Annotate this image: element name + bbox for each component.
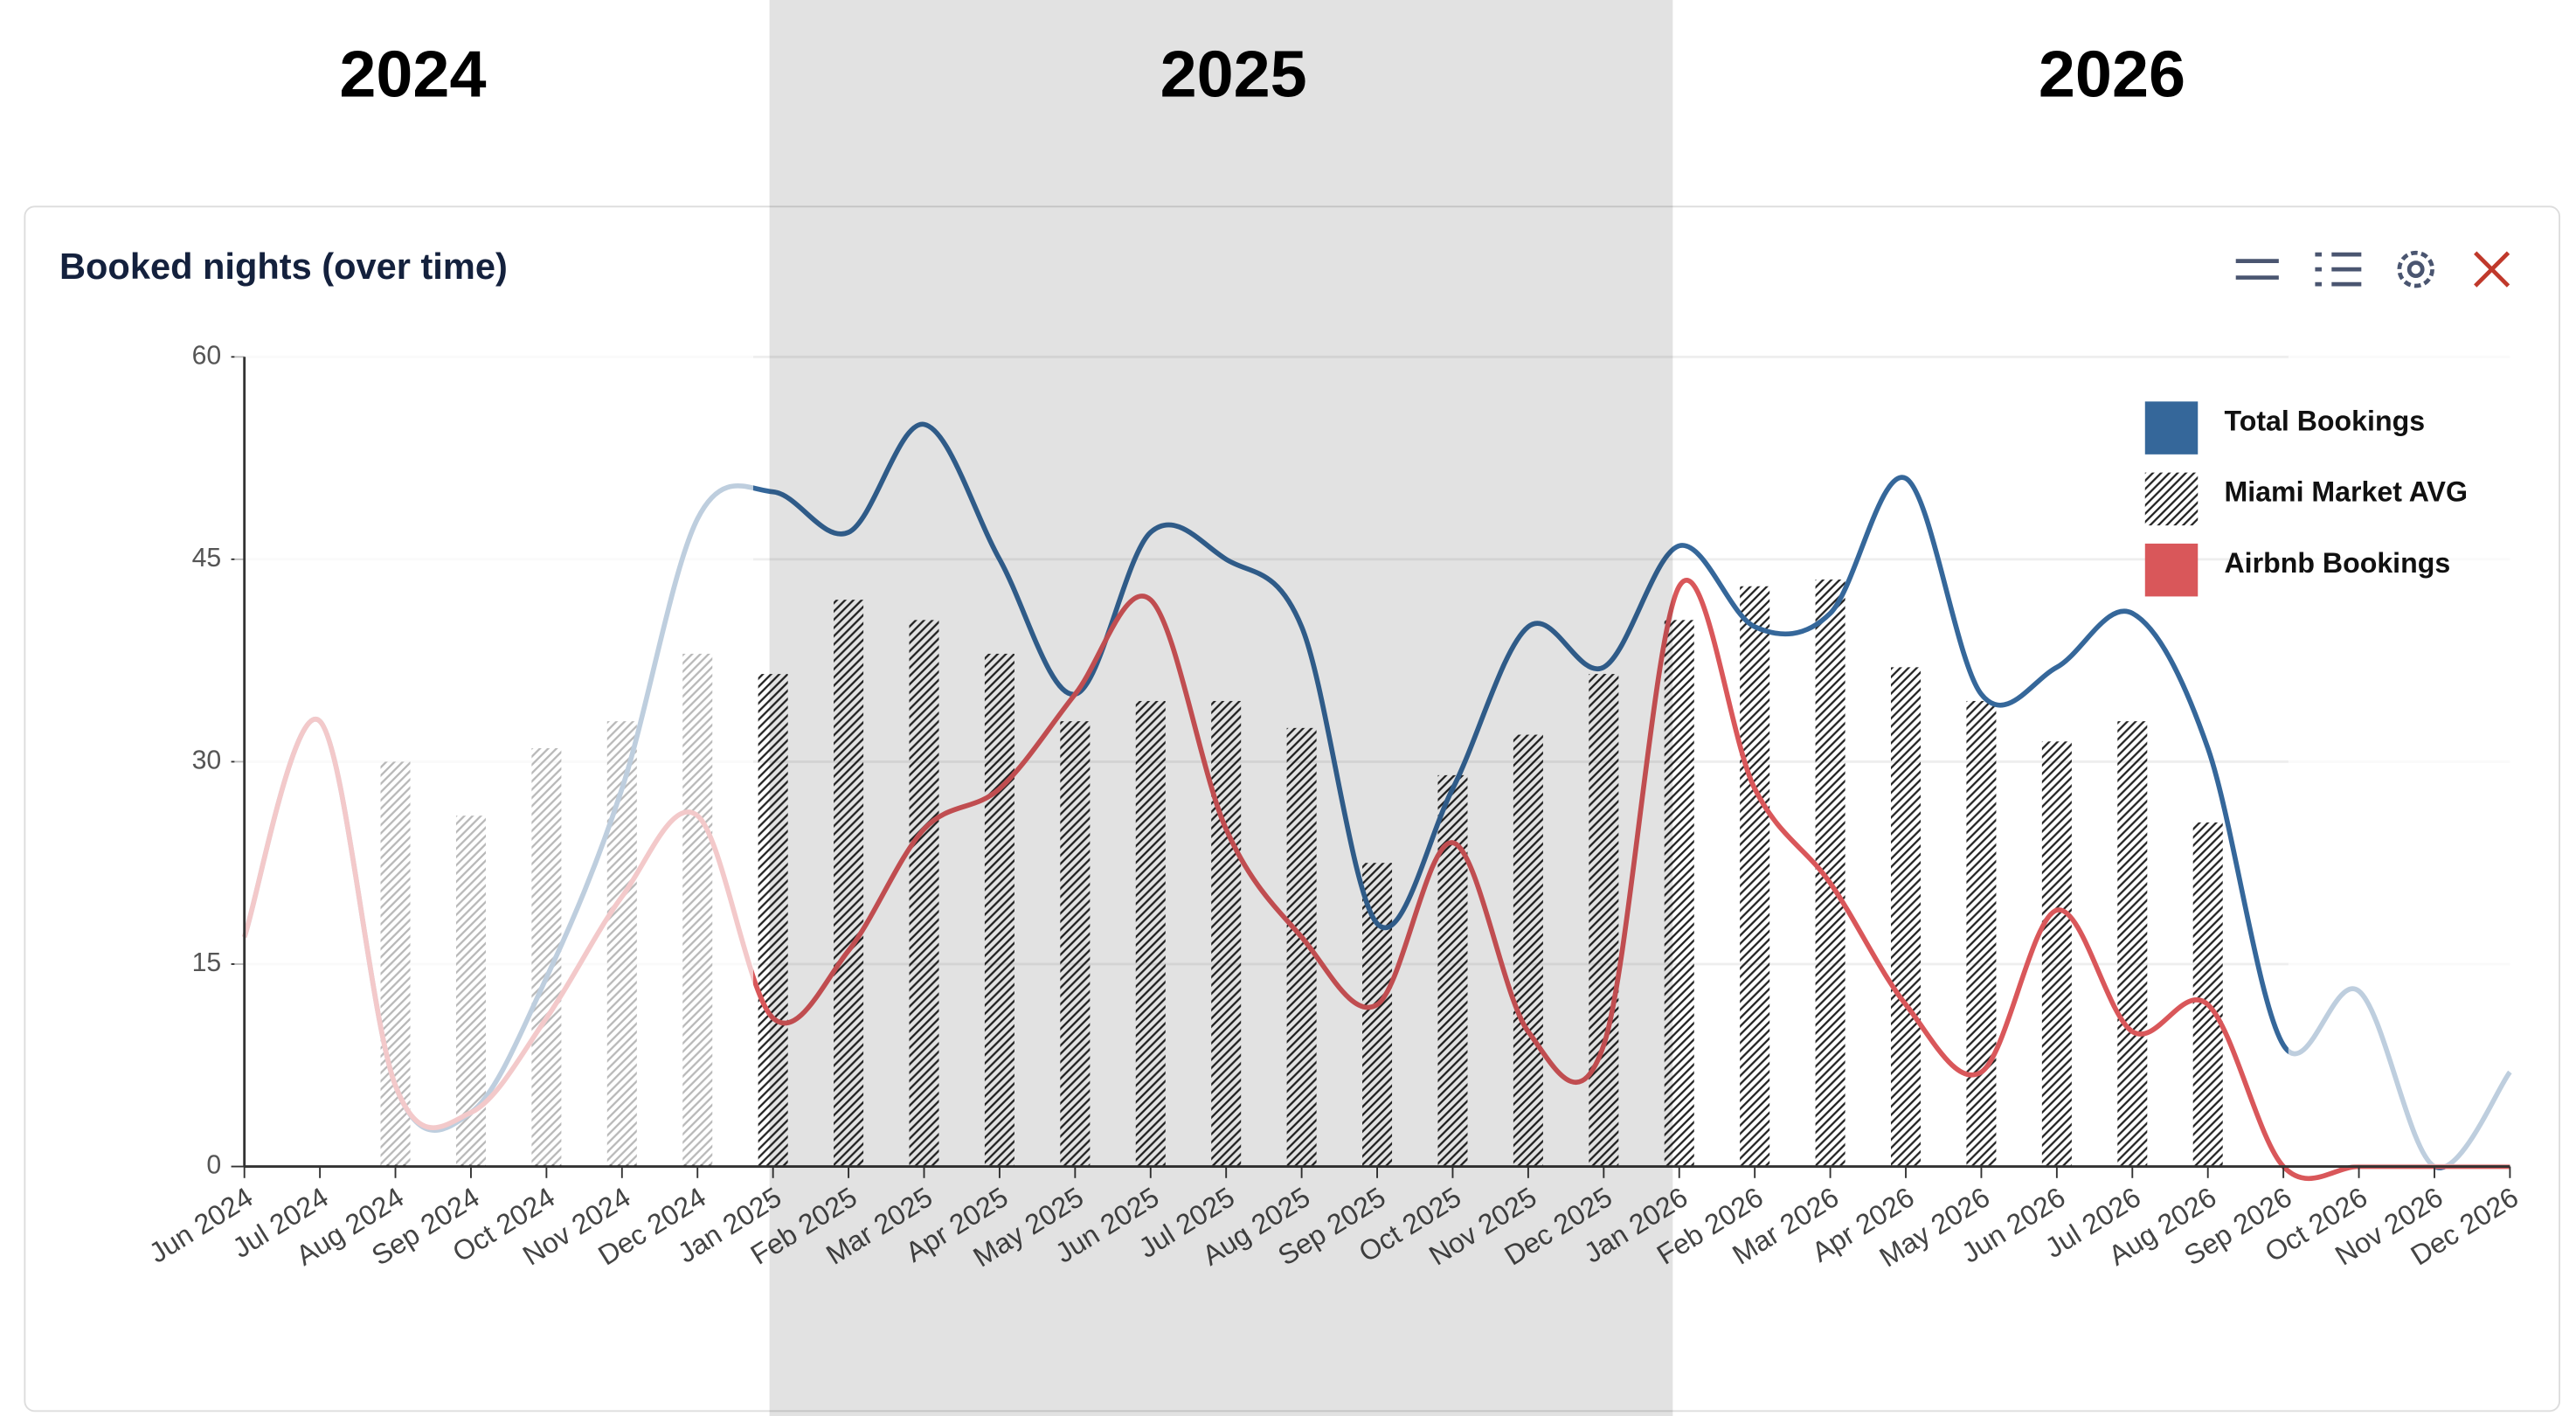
y-tick-label: 60: [192, 341, 222, 370]
year-header: 2026: [2039, 38, 2185, 112]
legend-swatch: [2144, 543, 2199, 597]
close-icon[interactable]: [2474, 251, 2510, 288]
legend-swatch: [2144, 401, 2199, 455]
year-band: [769, 0, 1673, 1416]
bar: [2117, 721, 2148, 1167]
y-tick-label: 30: [192, 746, 222, 774]
y-tick-label: 15: [192, 948, 222, 977]
legend-label: Airbnb Bookings: [2224, 547, 2450, 579]
legend-label: Total Bookings: [2224, 405, 2425, 436]
y-tick-label: 45: [192, 544, 222, 573]
bar: [1891, 667, 1922, 1167]
bar: [1740, 586, 1770, 1167]
bar: [2041, 741, 2072, 1167]
settings-icon[interactable]: [2397, 250, 2434, 288]
bar: [2192, 822, 2223, 1167]
legend-swatch: [2144, 472, 2199, 526]
fade-overlay: [234, 346, 753, 1165]
year-header: 2024: [339, 38, 486, 112]
menu-icon[interactable]: [2235, 259, 2279, 280]
bar: [1966, 700, 1997, 1167]
y-tick-label: 0: [206, 1151, 221, 1180]
chart-title: Booked nights (over time): [59, 246, 508, 287]
fade-overlay: [2288, 346, 2520, 1165]
list-icon[interactable]: [2315, 252, 2362, 287]
legend-label: Miami Market AVG: [2224, 476, 2467, 508]
